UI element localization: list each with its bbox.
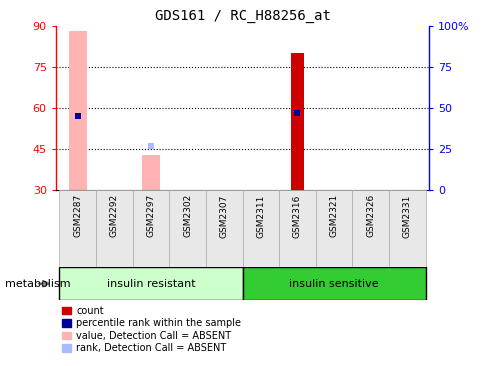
Text: GSM2326: GSM2326: [365, 194, 374, 238]
Bar: [68, 31, 87, 190]
Text: GSM2311: GSM2311: [256, 194, 265, 238]
Legend: count, percentile rank within the sample, value, Detection Call = ABSENT, rank, : count, percentile rank within the sample…: [60, 305, 242, 354]
Bar: [141, 154, 160, 190]
Point: [147, 143, 154, 149]
Bar: [96, 190, 133, 267]
Bar: [242, 190, 278, 267]
Text: GSM2287: GSM2287: [73, 194, 82, 238]
Point: [293, 111, 301, 116]
Bar: [133, 190, 169, 267]
Point: [74, 113, 81, 119]
Point: [74, 113, 81, 119]
Text: GSM2307: GSM2307: [219, 194, 228, 238]
Bar: [351, 190, 388, 267]
Text: GSM2297: GSM2297: [146, 194, 155, 238]
Text: GSM2316: GSM2316: [292, 194, 302, 238]
Text: GSM2302: GSM2302: [182, 194, 192, 238]
Text: insulin sensitive: insulin sensitive: [288, 279, 378, 289]
Bar: [60, 190, 96, 267]
Bar: [290, 53, 303, 190]
Bar: [388, 190, 424, 267]
Bar: [315, 190, 351, 267]
Text: metabolism: metabolism: [5, 279, 70, 289]
Text: GSM2331: GSM2331: [402, 194, 411, 238]
Bar: [169, 190, 206, 267]
Text: GSM2321: GSM2321: [329, 194, 338, 238]
Bar: [206, 190, 242, 267]
Bar: [60, 267, 242, 300]
Text: insulin resistant: insulin resistant: [106, 279, 195, 289]
Bar: [242, 267, 424, 300]
Title: GDS161 / RC_H88256_at: GDS161 / RC_H88256_at: [154, 9, 330, 23]
Bar: [278, 190, 315, 267]
Text: GSM2292: GSM2292: [110, 194, 119, 237]
